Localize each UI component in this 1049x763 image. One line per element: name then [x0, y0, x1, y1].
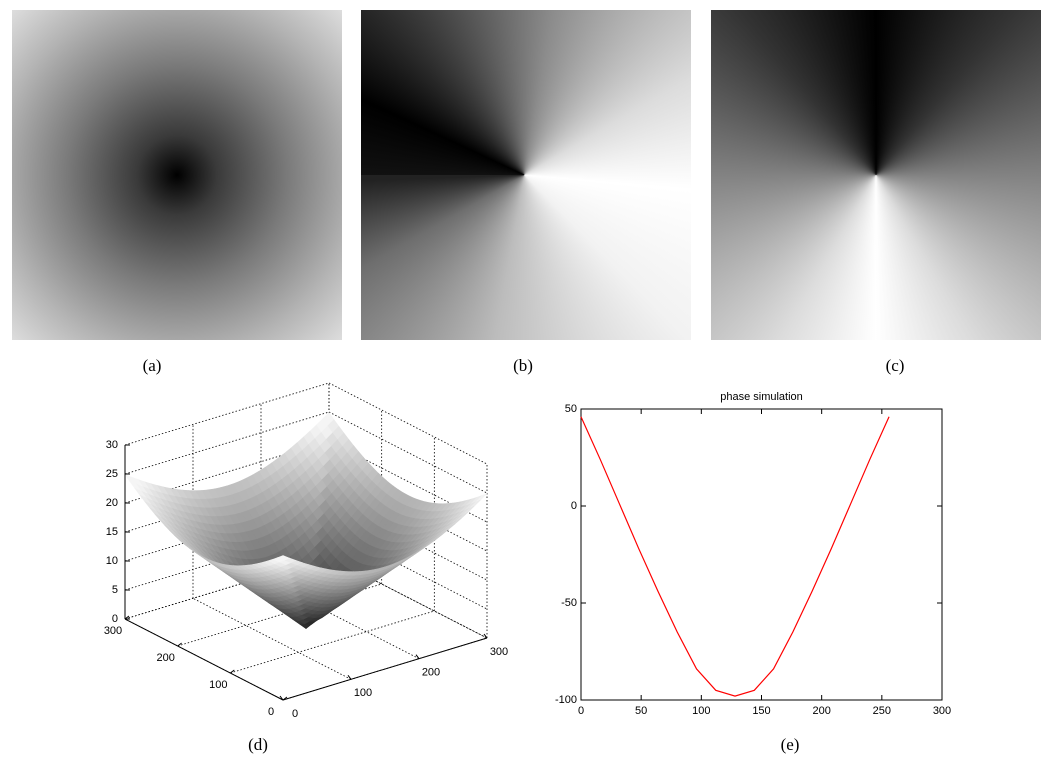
grid-line [124, 527, 330, 591]
caption: (c) [886, 356, 905, 375]
caption: (e) [781, 735, 800, 754]
z-tick-label: 30 [106, 439, 118, 451]
x-tick-label: 50 [635, 705, 647, 717]
y-tick-label: 0 [268, 706, 274, 718]
radial-image [12, 10, 342, 340]
z-tick-label: 15 [106, 526, 118, 538]
grid-line [328, 556, 488, 639]
y-tick-label: -100 [555, 694, 577, 706]
tick-mark [282, 696, 288, 701]
x-tick-label: 200 [422, 667, 440, 679]
tick-mark [483, 633, 488, 639]
grid-line [124, 498, 330, 562]
y-tick-label: 300 [104, 625, 122, 637]
tick-mark [279, 695, 284, 701]
z-tick-label: 20 [106, 497, 118, 509]
z-tick-label: 0 [112, 613, 118, 625]
tick-mark [177, 642, 182, 647]
grid-line [124, 411, 330, 475]
caption: (b) [513, 356, 533, 375]
y-tick-label: -50 [561, 597, 577, 609]
z-tick-label: 10 [106, 555, 118, 567]
z-tick-label: 25 [106, 468, 118, 480]
tick-mark [230, 669, 235, 674]
caption: (d) [248, 735, 268, 754]
x-tick-label: 200 [812, 705, 830, 717]
grid-line [328, 382, 488, 465]
x-tick-label: 100 [354, 687, 372, 699]
axis-line [282, 637, 488, 701]
y-tick-label: 100 [209, 679, 227, 691]
angular-image [361, 10, 691, 340]
grid-line [328, 527, 488, 610]
x-tick-label: 0 [292, 708, 298, 720]
x-tick-label: 300 [490, 646, 508, 658]
grid-line [124, 469, 330, 533]
y-tick-label: 200 [156, 652, 174, 664]
grid-line [177, 583, 382, 647]
grid-line [192, 597, 352, 680]
y-tick-label: 50 [565, 403, 577, 415]
angular-image [711, 10, 1041, 340]
grid-line [328, 411, 488, 494]
tick-mark [124, 615, 130, 620]
grid-line [124, 556, 330, 620]
grid-line [124, 382, 330, 446]
x-tick-label: 150 [752, 705, 770, 717]
data-line [580, 416, 890, 697]
x-tick-label: 250 [873, 705, 891, 717]
z-tick-label: 5 [112, 584, 118, 596]
caption: (a) [143, 356, 162, 375]
x-tick-label: 0 [578, 705, 584, 717]
surface-cell [277, 555, 291, 561]
x-tick-label: 100 [692, 705, 710, 717]
x-tick-label: 300 [933, 705, 951, 717]
chart-title: phase simulation [720, 391, 803, 403]
axis-line [124, 618, 284, 701]
tick-mark [347, 675, 352, 680]
plot-frame [580, 408, 943, 701]
tick-mark [415, 654, 420, 659]
y-tick-label: 0 [571, 500, 577, 512]
grid-line [230, 610, 435, 674]
